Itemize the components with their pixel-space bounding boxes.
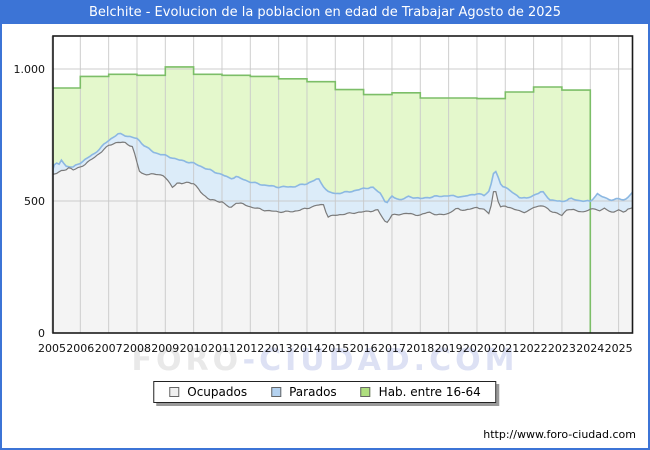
x-tick-label: 2009 <box>151 342 179 355</box>
chart-legend: Ocupados Parados Hab. entre 16-64 <box>153 381 497 403</box>
ocupados-swatch-icon <box>169 387 180 397</box>
x-tick-label: 2007 <box>95 342 123 355</box>
legend-label-ocupados: Ocupados <box>187 385 248 399</box>
ocupados-area <box>53 142 633 333</box>
parados-line <box>53 132 633 204</box>
parados-swatch-icon <box>271 387 282 397</box>
x-tick-label: 2012 <box>236 342 264 355</box>
x-tick-label: 2011 <box>208 342 236 355</box>
hab-line <box>53 66 592 333</box>
x-tick-label: 2020 <box>463 342 491 355</box>
x-tick-label: 2006 <box>66 342 94 355</box>
x-axis-labels: 2005 2006 2007 2008 2009 2010 2011 2012 2013 2014… <box>38 342 633 355</box>
legend-item-parados: Parados <box>271 385 337 399</box>
x-tick-label: 2024 <box>576 342 604 355</box>
legend-item-ocupados: Ocupados <box>169 385 247 399</box>
x-tick-label: 2017 <box>378 342 406 355</box>
watermark-part2: -CIUDAD.COM <box>242 343 519 378</box>
ocupados-line <box>53 141 633 224</box>
x-tick-label: 2021 <box>491 342 519 355</box>
legend-label-hab: Hab. entre 16-64 <box>378 385 481 399</box>
x-tick-label: 2022 <box>520 342 548 355</box>
series-lines <box>53 66 633 333</box>
x-tick-label: 2015 <box>321 342 349 355</box>
x-tick-label: 2025 <box>605 342 633 355</box>
chart-title: Belchite - Evolucion de la poblacion en … <box>2 2 648 24</box>
series-areas <box>53 66 633 333</box>
x-tick-label: 2014 <box>293 342 321 355</box>
watermark-part1: FORO <box>131 343 243 378</box>
legend-label-parados: Parados <box>289 385 337 399</box>
watermark: FORO-CIUDAD.COM <box>2 343 648 378</box>
hab-swatch-icon <box>360 387 371 397</box>
x-tick-label: 2018 <box>406 342 434 355</box>
x-tick-label: 2019 <box>435 342 463 355</box>
plot-border <box>52 35 634 334</box>
x-tick-label: 2010 <box>180 342 208 355</box>
x-tick-label: 2008 <box>123 342 151 355</box>
population-area-chart: 2005 2006 2007 2008 2009 2010 2011 2012 2013 2014… <box>14 35 634 355</box>
y-axis-labels: 0 500 1.000 <box>14 63 46 340</box>
y-tick-label: 1.000 <box>14 63 46 76</box>
x-tick-label: 2016 <box>350 342 378 355</box>
x-tick-label: 2005 <box>38 342 66 355</box>
site-url: http://www.foro-ciudad.com <box>483 428 636 441</box>
legend-item-hab: Hab. entre 16-64 <box>360 385 481 399</box>
gridlines <box>51 36 633 333</box>
y-tick-label: 500 <box>24 195 45 208</box>
y-tick-label: 0 <box>38 327 45 340</box>
x-tick-label: 2023 <box>548 342 576 355</box>
x-tick-label: 2013 <box>265 342 293 355</box>
